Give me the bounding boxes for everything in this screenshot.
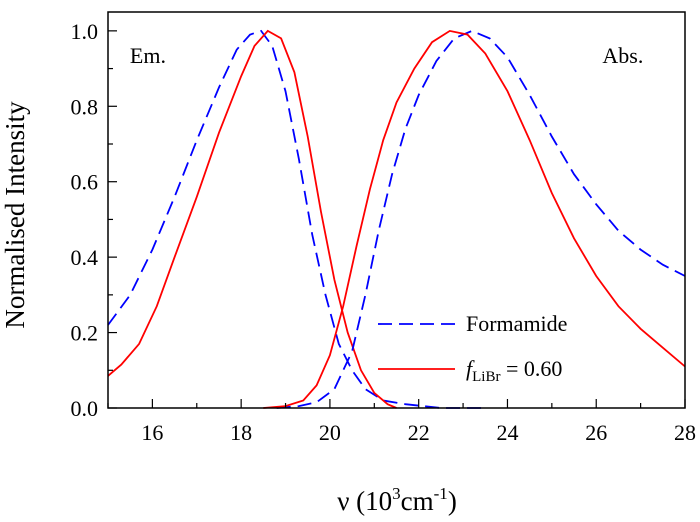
annotations: Em. Abs. <box>130 43 643 68</box>
series-line-absorption-formamide <box>276 29 686 409</box>
annotation-emission: Em. <box>130 43 166 68</box>
x-tick-label: 26 <box>585 420 607 445</box>
axis-ticks: 16 18 20 22 24 26 28 0.0 0.2 0.4 0.6 0.8 1.0 <box>71 19 697 445</box>
legend: Formamide fLiBr = 0.60 <box>378 311 567 385</box>
x-tick-label: 20 <box>319 420 341 445</box>
series-line-emission-flibr <box>107 29 397 409</box>
y-axis-title: Normalised Intensity <box>0 101 30 329</box>
x-tick-label: 16 <box>141 420 163 445</box>
plot-lines <box>107 29 686 409</box>
x-tick-label: 28 <box>674 420 696 445</box>
x-axis-title: ν (103cm-1) <box>337 484 457 516</box>
x-tick-label: 18 <box>230 420 252 445</box>
series-line-emission-formamide <box>107 29 486 409</box>
legend-label-formamide: Formamide <box>466 311 567 336</box>
y-tick-label: 0.0 <box>71 396 99 421</box>
legend-label-flibr: fLiBr = 0.60 <box>466 356 562 385</box>
x-tick-label: 22 <box>408 420 430 445</box>
series-line-absorption-flibr <box>263 29 686 409</box>
y-tick-label: 0.2 <box>71 321 99 346</box>
plot-frame <box>107 11 686 409</box>
x-tick-label: 24 <box>496 420 518 445</box>
annotation-absorption: Abs. <box>602 43 643 68</box>
y-tick-label: 0.6 <box>71 170 99 195</box>
y-tick-label: 0.8 <box>71 94 99 119</box>
y-tick-label: 1.0 <box>71 19 99 44</box>
y-tick-label: 0.4 <box>71 245 99 270</box>
